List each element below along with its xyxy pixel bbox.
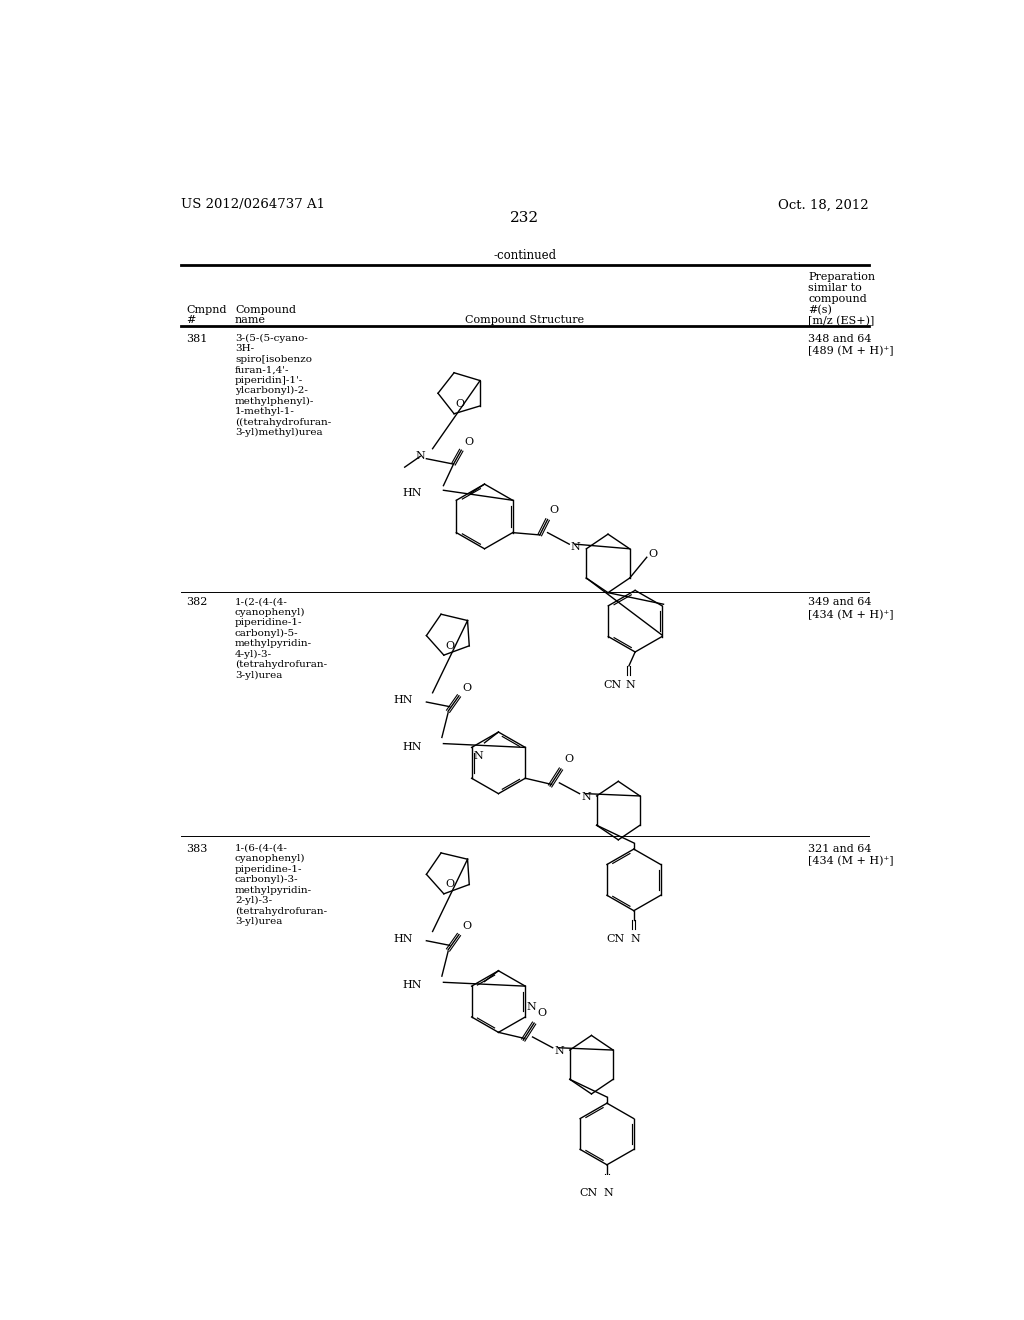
Text: N: N [473, 751, 483, 760]
Text: [m/z (ES+)]: [m/z (ES+)] [809, 315, 874, 326]
Text: compound: compound [809, 294, 867, 304]
Text: 321 and 64: 321 and 64 [809, 843, 872, 854]
Text: US 2012/0264737 A1: US 2012/0264737 A1 [180, 198, 325, 211]
Text: Oct. 18, 2012: Oct. 18, 2012 [778, 198, 869, 211]
Text: N: N [570, 543, 581, 552]
Text: HN: HN [402, 742, 422, 751]
Text: [489 (M + H)⁺]: [489 (M + H)⁺] [809, 346, 894, 356]
Text: CN: CN [603, 680, 622, 689]
Text: HN: HN [402, 981, 422, 990]
Text: 348 and 64: 348 and 64 [809, 334, 872, 345]
Text: N: N [416, 451, 425, 462]
Text: CN: CN [606, 933, 625, 944]
Text: HN: HN [393, 935, 413, 944]
Text: N: N [554, 1045, 564, 1056]
Text: #: # [186, 315, 196, 326]
Text: 349 and 64: 349 and 64 [809, 597, 872, 607]
Text: O: O [564, 755, 573, 764]
Text: -continued: -continued [494, 249, 556, 263]
Text: O: O [445, 879, 455, 890]
Text: Compound: Compound [234, 305, 296, 314]
Text: CN: CN [580, 1188, 598, 1197]
Text: 383: 383 [186, 843, 208, 854]
Text: O: O [549, 506, 558, 515]
Text: 3-(5-(5-cyano-
3H-
spiro[isobenzo
furan-1,4'-
piperidin]-1'-
ylcarbonyl)-2-
meth: 3-(5-(5-cyano- 3H- spiro[isobenzo furan-… [234, 334, 331, 437]
Text: N: N [526, 1002, 537, 1012]
Text: name: name [234, 315, 266, 326]
Text: O: O [456, 399, 465, 409]
Text: O: O [445, 640, 455, 651]
Text: O: O [462, 921, 471, 932]
Text: Cmpnd: Cmpnd [186, 305, 226, 314]
Text: N: N [603, 1188, 613, 1197]
Text: 1-(2-(4-(4-
cyanophenyl)
piperidine-1-
carbonyl)-5-
methylpyridin-
4-yl)-3-
(tet: 1-(2-(4-(4- cyanophenyl) piperidine-1- c… [234, 597, 327, 680]
Text: [434 (M + H)⁺]: [434 (M + H)⁺] [809, 610, 894, 620]
Text: O: O [462, 682, 471, 693]
Text: O: O [538, 1008, 547, 1019]
Text: O: O [464, 437, 473, 447]
Text: N: N [631, 933, 640, 944]
Text: HN: HN [393, 696, 413, 705]
Text: [434 (M + H)⁺]: [434 (M + H)⁺] [809, 855, 894, 866]
Text: Preparation: Preparation [809, 272, 876, 282]
Text: 232: 232 [510, 211, 540, 224]
Text: 1-(6-(4-(4-
cyanophenyl)
piperidine-1-
carbonyl)-3-
methylpyridin-
2-yl)-3-
(tet: 1-(6-(4-(4- cyanophenyl) piperidine-1- c… [234, 843, 327, 927]
Text: 382: 382 [186, 597, 208, 607]
Text: #(s): #(s) [809, 305, 833, 315]
Text: Compound Structure: Compound Structure [465, 315, 585, 326]
Text: HN: HN [402, 488, 422, 499]
Text: O: O [648, 549, 657, 560]
Text: 381: 381 [186, 334, 208, 345]
Text: N: N [626, 680, 635, 689]
Text: N: N [581, 792, 591, 801]
Text: similar to: similar to [809, 284, 862, 293]
